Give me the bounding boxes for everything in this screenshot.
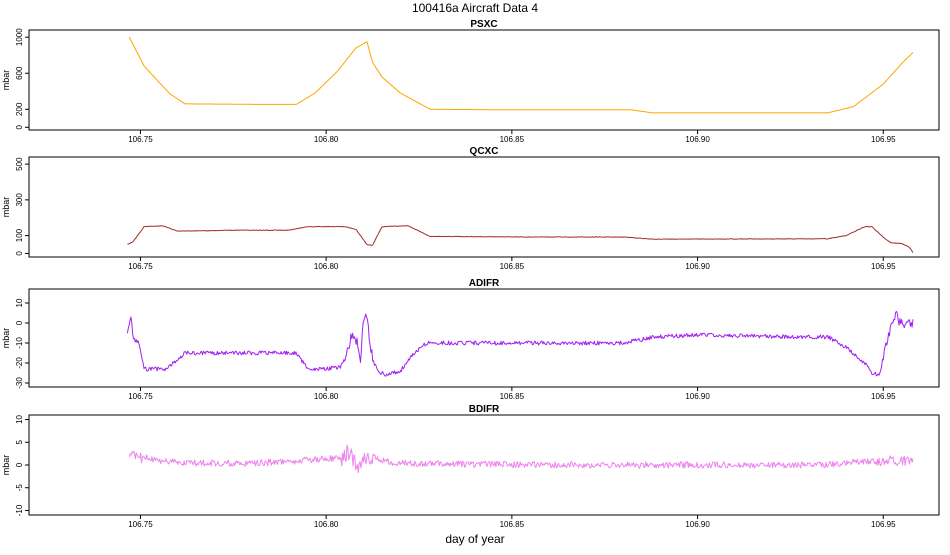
series-line-adifr bbox=[126, 310, 914, 377]
x-tick-label: 106.75 bbox=[128, 392, 153, 401]
plot-frame bbox=[28, 156, 940, 258]
x-tick-label: 106.75 bbox=[128, 135, 153, 144]
series-line-qcxc bbox=[127, 225, 914, 253]
x-tick-label: 106.80 bbox=[314, 262, 339, 271]
x-tick-label: 106.80 bbox=[314, 392, 339, 401]
plot-frame bbox=[28, 414, 940, 516]
y-tick-label: 1000 bbox=[15, 28, 24, 46]
y-tick-label: 0 bbox=[15, 251, 24, 256]
y-tick-label: 600 bbox=[15, 66, 24, 80]
y-tick-label: -10 bbox=[15, 504, 24, 516]
y-axis-label: mbar bbox=[1, 70, 11, 91]
y-axis-label: mbar bbox=[1, 197, 11, 218]
x-tick-label: 106.95 bbox=[871, 392, 896, 401]
panel-title: BDIFR bbox=[469, 404, 500, 415]
main-title: 100416a Aircraft Data 4 bbox=[412, 1, 538, 15]
x-tick-label: 106.75 bbox=[128, 262, 153, 271]
panel-title: ADIFR bbox=[469, 278, 500, 289]
y-tick-label: 300 bbox=[15, 193, 24, 207]
x-tick-label: 106.90 bbox=[685, 262, 710, 271]
series-line-psxc bbox=[128, 36, 914, 114]
panel-adifr: ADIFR mbar -30 -20 -10 0 10 106.75 106.80 106.85 1… bbox=[1, 278, 940, 401]
x-tick-label: 106.80 bbox=[314, 520, 339, 529]
x-axis-label: day of year bbox=[445, 532, 504, 546]
y-tick-label: -20 bbox=[15, 357, 24, 369]
x-tick-label: 106.95 bbox=[871, 262, 896, 271]
y-tick-label: 5 bbox=[15, 439, 24, 444]
y-tick-label: 0 bbox=[15, 320, 24, 325]
y-tick-label: -5 bbox=[15, 484, 24, 492]
y-axis-label: mbar bbox=[1, 328, 11, 349]
y-tick-label: -10 bbox=[15, 337, 24, 349]
series-line-bdifr bbox=[128, 444, 914, 474]
y-tick-label: 10 bbox=[15, 415, 24, 424]
x-tick-label: 106.95 bbox=[871, 520, 896, 529]
y-axis-label: mbar bbox=[1, 455, 11, 476]
y-tick-label: 0 bbox=[15, 125, 24, 130]
x-tick-label: 106.85 bbox=[500, 262, 525, 271]
x-tick-label: 106.90 bbox=[685, 520, 710, 529]
x-tick-label: 106.95 bbox=[871, 135, 896, 144]
x-tick-label: 106.85 bbox=[500, 520, 525, 529]
x-tick-label: 106.85 bbox=[500, 392, 525, 401]
x-tick-label: 106.75 bbox=[128, 520, 153, 529]
panel-qcxc: QCXC mbar 0 100 300 500 106.75 106.80 106.85 106.… bbox=[1, 146, 940, 271]
y-tick-label: 200 bbox=[15, 102, 24, 116]
y-tick-label: 100 bbox=[15, 228, 24, 242]
x-tick-label: 106.90 bbox=[685, 392, 710, 401]
y-tick-label: 10 bbox=[15, 298, 24, 307]
panel-title: PSXC bbox=[470, 19, 497, 30]
x-tick-label: 106.90 bbox=[685, 135, 710, 144]
x-tick-label: 106.85 bbox=[500, 135, 525, 144]
panel-psxc: PSXC mbar 0 200 600 1000 106.75 106.80 106.85 106… bbox=[1, 19, 940, 144]
x-tick-label: 106.80 bbox=[314, 135, 339, 144]
y-tick-label: 500 bbox=[15, 157, 24, 171]
y-tick-label: -30 bbox=[15, 377, 24, 389]
panel-bdifr: BDIFR mbar -10 -5 0 5 10 106.75 106.80 106.85 106.… bbox=[1, 404, 940, 529]
panel-title: QCXC bbox=[470, 146, 499, 157]
plot-frame bbox=[28, 288, 940, 388]
y-tick-label: 0 bbox=[15, 462, 24, 467]
plot-frame bbox=[28, 29, 940, 131]
